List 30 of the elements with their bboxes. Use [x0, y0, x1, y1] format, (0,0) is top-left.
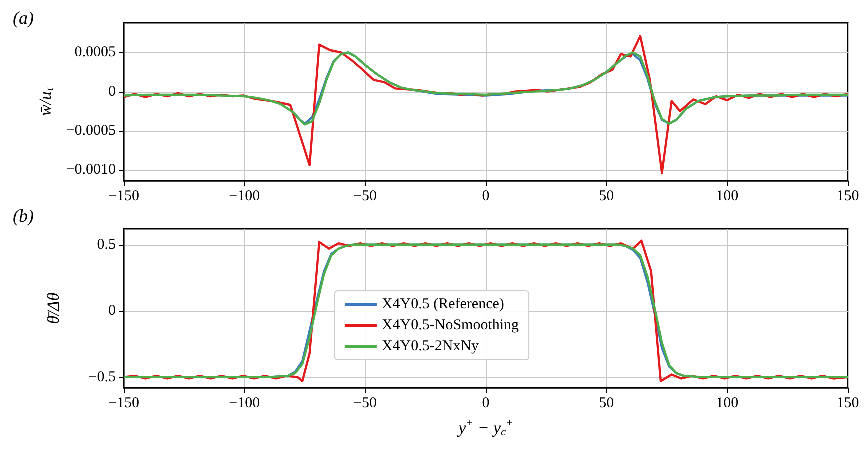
y-tick-label: 0	[108, 84, 116, 100]
legend-label: X4Y0.5-NoSmoothing	[382, 318, 520, 334]
y-tick-label: −0.0005	[66, 122, 116, 139]
x-tick-label: 150	[836, 396, 860, 412]
y-axis-title: w̄/uτ	[36, 86, 56, 116]
x-tick-label: −150	[108, 188, 140, 204]
y-tick-label: 0	[108, 303, 116, 320]
y-axis-title: θ̄/Δθ	[44, 292, 63, 324]
x-tick-label: 100	[716, 188, 739, 204]
legend-label: X4Y0.5-2NxNy	[382, 338, 480, 354]
x-tick-label: −100	[229, 396, 260, 412]
x-tick-label: 50	[599, 396, 614, 412]
y-tick-label: 0.0005	[74, 44, 116, 61]
legend-label: X4Y0.5 (Reference)	[382, 296, 504, 312]
x-tick-label: 150	[836, 188, 860, 204]
y-tick-label: −0.5	[88, 369, 116, 386]
x-tick-label: 0	[482, 188, 490, 204]
x-tick-label: 100	[716, 396, 739, 412]
x-tick-label: 50	[599, 188, 614, 204]
x-tick-label: −50	[354, 396, 378, 412]
x-tick-label: −50	[354, 188, 378, 204]
x-tick-label: −100	[229, 188, 260, 204]
line-series	[122, 35, 850, 174]
y-tick-label: −0.0010	[66, 162, 116, 178]
chart-title: (a)	[13, 8, 34, 28]
x-tick-label: −150	[108, 396, 140, 412]
line-series	[122, 52, 850, 126]
chart-title: (b)	[13, 206, 34, 226]
x-tick-label: 0	[482, 396, 490, 412]
y-tick-label: 0.5	[97, 236, 116, 253]
